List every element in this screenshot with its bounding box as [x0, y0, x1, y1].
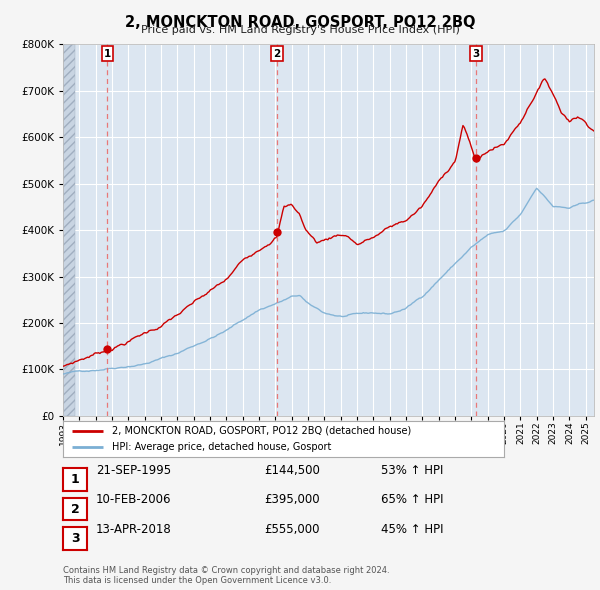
Text: 2, MONCKTON ROAD, GOSPORT, PO12 2BQ: 2, MONCKTON ROAD, GOSPORT, PO12 2BQ [125, 15, 475, 30]
Text: £395,000: £395,000 [264, 493, 320, 506]
Text: 13-APR-2018: 13-APR-2018 [96, 523, 172, 536]
Text: Contains HM Land Registry data © Crown copyright and database right 2024.: Contains HM Land Registry data © Crown c… [63, 566, 389, 575]
Text: 21-SEP-1995: 21-SEP-1995 [96, 464, 171, 477]
Text: HPI: Average price, detached house, Gosport: HPI: Average price, detached house, Gosp… [112, 442, 331, 453]
Text: 1: 1 [104, 49, 111, 59]
Text: £144,500: £144,500 [264, 464, 320, 477]
Text: £555,000: £555,000 [264, 523, 320, 536]
Text: 65% ↑ HPI: 65% ↑ HPI [381, 493, 443, 506]
Text: This data is licensed under the Open Government Licence v3.0.: This data is licensed under the Open Gov… [63, 576, 331, 585]
Text: 2, MONCKTON ROAD, GOSPORT, PO12 2BQ (detached house): 2, MONCKTON ROAD, GOSPORT, PO12 2BQ (det… [112, 425, 411, 435]
Text: 2: 2 [274, 49, 281, 59]
Text: 1: 1 [71, 473, 79, 486]
Text: 45% ↑ HPI: 45% ↑ HPI [381, 523, 443, 536]
Text: Price paid vs. HM Land Registry's House Price Index (HPI): Price paid vs. HM Land Registry's House … [140, 25, 460, 35]
Text: 10-FEB-2006: 10-FEB-2006 [96, 493, 172, 506]
Bar [63, 44, 75, 416]
Text: 3: 3 [71, 532, 79, 545]
Text: 3: 3 [472, 49, 479, 59]
Text: 53% ↑ HPI: 53% ↑ HPI [381, 464, 443, 477]
Text: 2: 2 [71, 503, 79, 516]
Bar [63, 44, 75, 416]
